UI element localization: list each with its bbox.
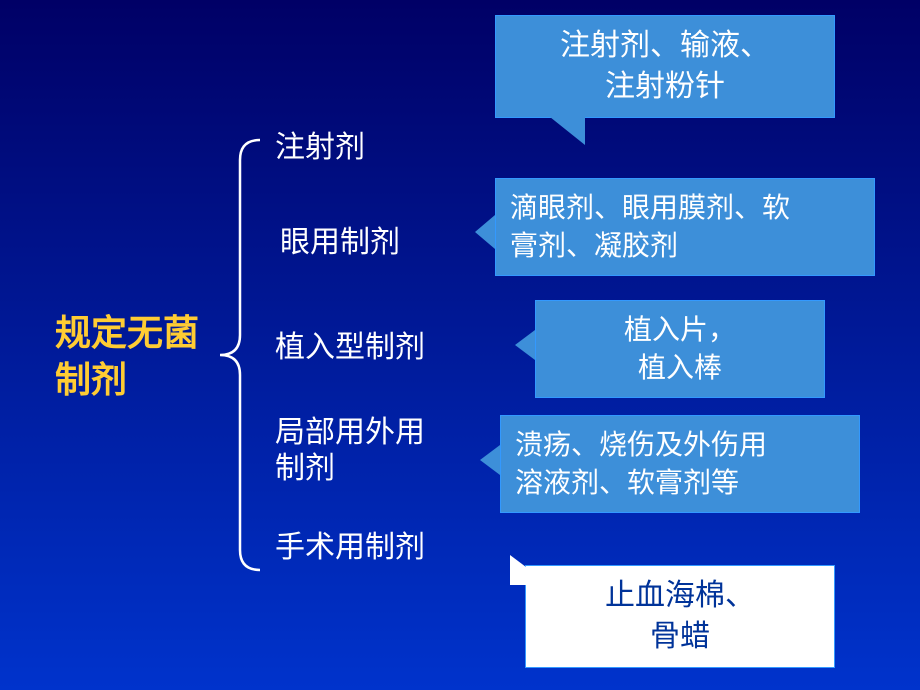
- callout-2-line-0: 植入片，: [550, 311, 810, 349]
- category-label-4: 手术用制剂: [275, 530, 425, 566]
- callout-4: 止血海棉、骨蜡: [525, 565, 835, 668]
- callout-3-line-0: 溃疡、烧伤及外伤用: [515, 426, 845, 464]
- callout-1-line-0: 滴眼剂、眼用膜剂、软: [510, 189, 860, 227]
- callout-3-line-1: 溶液剂、软膏剂等: [515, 464, 845, 502]
- callout-4-line-0: 止血海棉、: [540, 576, 820, 617]
- callout-tail-0: [535, 105, 585, 145]
- callout-0: 注射剂、输液、注射粉针: [495, 15, 835, 118]
- category-label-1: 眼用制剂: [280, 225, 400, 261]
- category-label-2: 植入型制剂: [275, 330, 425, 366]
- category-label-0: 注射剂: [275, 130, 365, 166]
- category-label-3: 局部用外用制剂: [275, 415, 425, 487]
- callout-tail-3: [480, 445, 500, 475]
- callout-tail-2: [515, 330, 535, 360]
- callout-1: 滴眼剂、眼用膜剂、软膏剂、凝胶剂: [495, 178, 875, 276]
- callout-2: 植入片，植入棒: [535, 300, 825, 398]
- callout-1-line-1: 膏剂、凝胶剂: [510, 227, 860, 265]
- callout-3: 溃疡、烧伤及外伤用溶液剂、软膏剂等: [500, 415, 860, 513]
- callout-2-line-1: 植入棒: [550, 349, 810, 387]
- callout-tail-4: [510, 555, 550, 585]
- callout-0-line-1: 注射粉针: [510, 67, 820, 108]
- callout-0-line-0: 注射剂、输液、: [510, 26, 820, 67]
- callout-tail-1: [475, 215, 495, 249]
- callout-4-line-1: 骨蜡: [540, 617, 820, 658]
